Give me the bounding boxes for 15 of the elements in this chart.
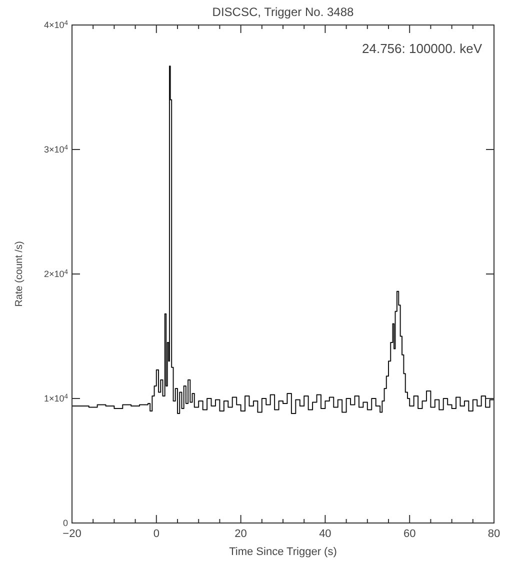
x-tick-label: −20 [62,528,82,540]
chart-title: DISCSC, Trigger No. 3488 [212,5,354,19]
y-tick-label: 2×10$^{4}$ [44,268,68,279]
x-tick-label: 20 [234,528,247,540]
annotation: 24.756: 100000. keV [362,41,482,56]
x-tick-label: 0 [153,528,160,540]
y-tick-label: 3×10$^{4}$ [44,144,68,154]
y-tick-label: 0 [62,518,68,528]
y-axis-title: Rate (count /s) [14,241,25,307]
y-tick-label: 1×10$^{4}$ [44,393,68,404]
y-tick-label: 4×10$^{4}$ [44,20,68,30]
x-tick-label: 60 [403,528,416,540]
x-axis-title: Time Since Trigger (s) [229,546,337,558]
x-tick-label: 80 [488,528,500,540]
x-tick-label: 40 [319,528,332,540]
